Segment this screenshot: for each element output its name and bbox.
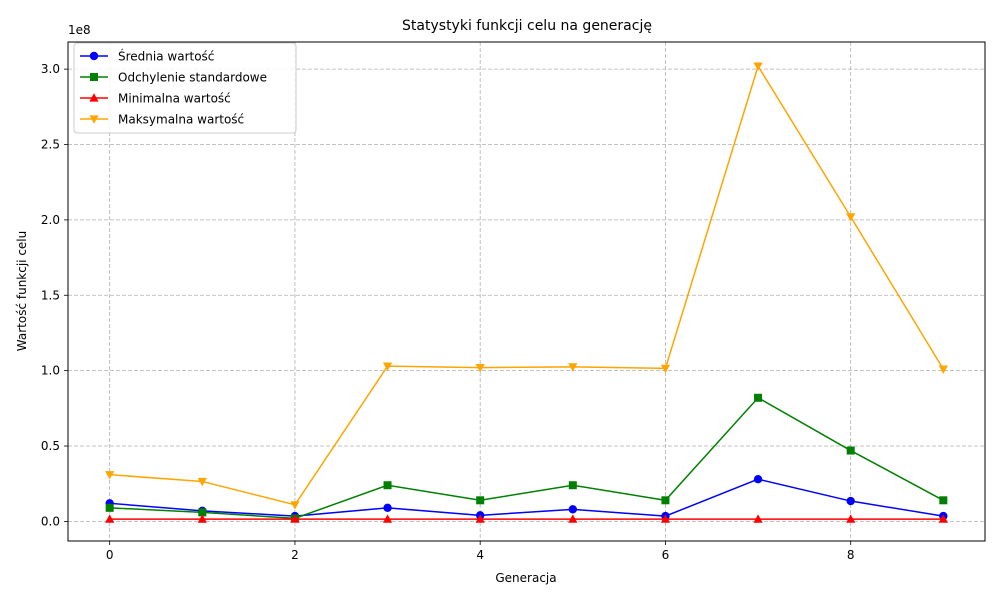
series-line: [109, 64, 944, 506]
x-axis-label: Generacja: [495, 571, 556, 585]
chart-title: Statystyki funkcji celu na generację: [402, 18, 652, 34]
data-point: [846, 213, 856, 222]
legend-label: Średnia wartość: [118, 49, 214, 64]
legend: Średnia wartość Odchylenie standardowe Min…: [73, 42, 297, 134]
legend-marker: [89, 115, 99, 124]
x-tick-label: 8: [847, 548, 855, 562]
data-point: [660, 514, 671, 523]
data-point: [568, 514, 578, 523]
data-point: [105, 503, 114, 512]
legend-marker: [90, 73, 98, 81]
series-line: [109, 478, 944, 517]
data-point: [754, 393, 763, 402]
y-tick-label: 0.5: [41, 439, 60, 453]
x-tick-label: 2: [291, 548, 299, 562]
x-tick-label: 6: [662, 548, 670, 562]
y-offset-text: 1e8: [68, 23, 91, 37]
data-point: [661, 496, 670, 505]
x-tick-label: 0: [106, 548, 114, 562]
series-3: [105, 62, 948, 510]
y-tick-label: 0.0: [41, 514, 60, 528]
data-point: [939, 496, 948, 505]
data-point: [198, 508, 207, 517]
legend-item: Odchylenie standardowe: [80, 71, 267, 85]
y-tick-label: 2.0: [41, 213, 60, 227]
y-tick-label: 1.5: [41, 288, 60, 302]
data-point: [568, 481, 577, 490]
data-point: [753, 62, 763, 71]
data-point: [383, 481, 392, 490]
series-2: [105, 514, 948, 523]
y-tick-label: 2.5: [41, 138, 60, 152]
data-point: [383, 503, 392, 513]
legend-label: Minimalna wartość: [118, 92, 231, 106]
data-point: [568, 505, 578, 514]
data-point: [753, 514, 763, 523]
legend-box: [73, 42, 297, 134]
data-point: [846, 496, 855, 506]
data-point: [105, 514, 115, 523]
ticks: 0 2 4 6 8 0.0 0.5 1.0 1.5 2.0 2.5 3.0: [41, 62, 855, 562]
data-point: [290, 514, 300, 523]
data-point: [568, 363, 578, 372]
legend-marker: [89, 93, 99, 102]
data-point: [476, 496, 485, 505]
data-point: [846, 514, 856, 523]
data-point: [382, 514, 393, 523]
legend-item: Minimalna wartość: [80, 92, 231, 106]
y-tick-label: 3.0: [41, 62, 60, 76]
y-axis-label: Wartość funkcji celu: [15, 231, 29, 351]
data-point: [938, 514, 948, 523]
data-point: [105, 471, 115, 480]
x-tick-label: 4: [476, 548, 484, 562]
legend-marker: [89, 51, 99, 61]
data-point: [197, 477, 207, 487]
data-point: [290, 501, 300, 510]
legend-item: Średnia wartość: [80, 49, 214, 64]
legend-item: Maksymalna wartość: [80, 113, 244, 127]
data-point: [382, 362, 393, 371]
y-tick-label: 1.0: [41, 364, 60, 378]
plot-frame: [67, 41, 986, 542]
legend-label: Maksymalna wartość: [118, 113, 244, 127]
data-point: [938, 365, 948, 374]
data-point: [846, 446, 855, 455]
legend-label: Odchylenie standardowe: [118, 71, 267, 85]
data-point: [475, 364, 485, 373]
series-layer: [105, 62, 948, 523]
data-point: [197, 514, 207, 523]
data-point: [753, 474, 763, 484]
data-point: [475, 514, 485, 523]
data-point: [660, 364, 671, 374]
series-line: [109, 396, 944, 520]
